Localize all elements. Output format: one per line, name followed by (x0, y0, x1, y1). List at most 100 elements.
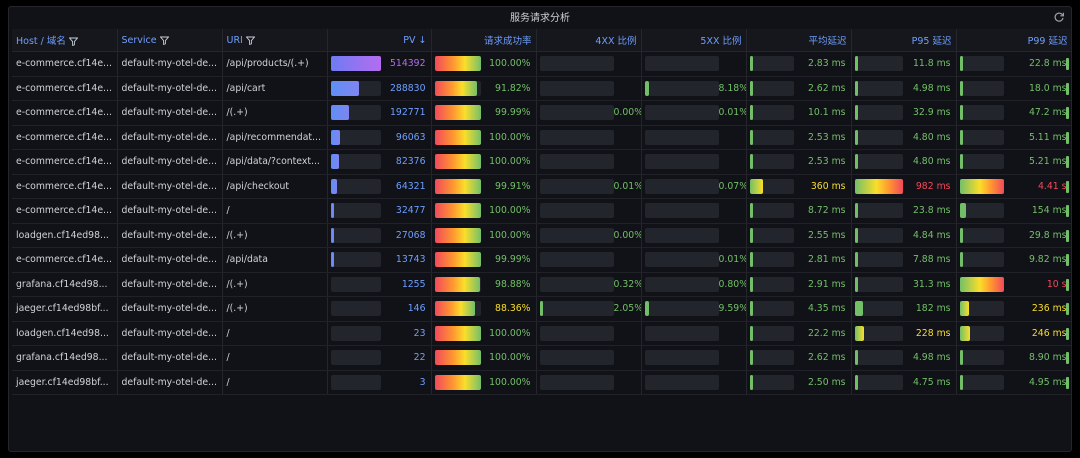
p99-latency-cell-bar-fill (959, 252, 963, 268)
table-row[interactable]: grafana.cf14ed98... default-my-otel-de...… (12, 345, 1071, 371)
host-cell: e-commerce.cf14e... (12, 198, 118, 224)
p99-latency-cell-bar-fill (959, 325, 970, 341)
table-row[interactable]: e-commerce.cf14e... default-my-otel-de...… (12, 76, 1071, 101)
rate-5xx-cell-value: 8.18% (718, 82, 746, 94)
rate-5xx-cell: 9.59% (641, 296, 747, 322)
rate-4xx-cell (536, 76, 642, 101)
table-row[interactable]: loadgen.cf14ed98... default-my-otel-de...… (12, 223, 1071, 248)
success-rate-cell: 100.00% (431, 198, 537, 224)
service-cell: default-my-otel-de... (117, 247, 223, 273)
rate-5xx-cell-bar-fill (644, 301, 649, 317)
p99-latency-cell-bar-fill (959, 276, 1004, 292)
table-row[interactable]: grafana.cf14ed98... default-my-otel-de...… (12, 272, 1071, 297)
column-header-label: 平均延迟 (808, 36, 847, 47)
column-header-success[interactable]: 请求成功率 (431, 29, 537, 52)
column-header-r5xx[interactable]: 5XX 比例 (641, 29, 747, 52)
column-header-avg[interactable]: 平均延迟 (746, 29, 852, 52)
avg-latency-cell-bar-fill (749, 56, 753, 72)
avg-latency-cell-value: 2.83 ms (807, 58, 846, 70)
filter-icon[interactable] (68, 37, 78, 46)
rate-4xx-cell-bar (539, 178, 614, 194)
column-header-uri[interactable]: URI (222, 29, 328, 52)
uri-cell: / (222, 198, 328, 224)
p95-latency-cell-bar-fill (854, 301, 863, 317)
avg-latency-cell-bar (749, 203, 794, 219)
p95-latency-cell-bar (854, 80, 903, 96)
rate-5xx-cell-value: 0.80% (718, 278, 746, 290)
filter-icon[interactable] (245, 36, 255, 45)
pv-cell-value: 514392 (390, 58, 426, 70)
avg-latency-cell: 8.72 ms (746, 198, 852, 224)
p99-latency-cell-bar-fill (959, 178, 1004, 194)
pv-cell-bar (330, 276, 381, 292)
p99-latency-cell: 236 ms (956, 296, 1071, 322)
rate-4xx-cell (536, 247, 642, 273)
column-header-pv[interactable]: PV ↓ (327, 29, 432, 52)
column-header-service[interactable]: Service (117, 29, 223, 52)
table-row[interactable]: e-commerce.cf14e... default-my-otel-de...… (12, 149, 1071, 175)
uri-cell: /(.+) (222, 296, 328, 322)
avg-latency-cell-value: 2.55 ms (807, 229, 846, 241)
success-rate-cell-bar (434, 276, 481, 292)
pv-cell-value: 288830 (390, 82, 426, 94)
pv-cell-bar-fill (330, 252, 334, 268)
rate-5xx-cell-value: 0.07% (718, 180, 746, 192)
table-row[interactable]: e-commerce.cf14e... default-my-otel-de...… (12, 247, 1071, 273)
p95-latency-cell: 4.80 ms (851, 149, 957, 175)
column-header-p99[interactable]: P99 延迟 (956, 29, 1071, 52)
uri-cell: /api/recommendat... (222, 125, 328, 150)
rate-4xx-cell-value: 0.01% (613, 180, 641, 192)
pv-cell-bar-fill (330, 154, 339, 170)
p99-latency-cell-bar (959, 154, 1004, 170)
column-header-p95[interactable]: P95 延迟 (851, 29, 957, 52)
rate-5xx-cell-bar (644, 301, 719, 317)
p99-latency-cell-edge-marker (1065, 180, 1069, 193)
table-row[interactable]: jaeger.cf14ed98bf... default-my-otel-de..… (12, 296, 1071, 322)
p99-latency-cell-edge-marker (1065, 376, 1069, 389)
service-request-panel: 服务请求分析 Host / 域名 Service URI PV ↓ 请求成功率 4XX 比… (8, 6, 1072, 452)
column-header-host[interactable]: Host / 域名 (12, 29, 118, 52)
table-row[interactable]: loadgen.cf14ed98... default-my-otel-de...… (12, 321, 1071, 346)
filter-icon[interactable] (159, 36, 169, 45)
table-row[interactable]: jaeger.cf14ed98bf... default-my-otel-de..… (12, 370, 1071, 395)
p99-latency-cell-value: 18.0 ms (1028, 82, 1067, 94)
p95-latency-cell-value: 4.84 ms (912, 229, 951, 241)
p95-latency-cell: 31.3 ms (851, 272, 957, 297)
p99-latency-cell: 47.2 ms (956, 100, 1071, 126)
table-row[interactable]: e-commerce.cf14e... default-my-otel-de...… (12, 100, 1071, 126)
success-rate-cell: 100.00% (431, 125, 537, 150)
p99-latency-cell-bar-fill (959, 301, 970, 317)
success-rate-cell-bar-fill (434, 105, 481, 121)
host-cell: grafana.cf14ed98... (12, 272, 118, 297)
success-rate-cell: 99.99% (431, 247, 537, 273)
success-rate-cell-bar-fill (434, 276, 481, 292)
column-header-r4xx[interactable]: 4XX 比例 (536, 29, 642, 52)
service-cell: default-my-otel-de... (117, 272, 223, 297)
p95-latency-cell-bar-fill (854, 374, 858, 390)
p99-latency-cell: 154 ms (956, 198, 1071, 224)
panel-title[interactable]: 服务请求分析 (510, 13, 570, 24)
p99-latency-cell: 4.95 ms (956, 370, 1071, 395)
success-rate-cell-value: 100.00% (489, 58, 531, 70)
pv-cell-bar (330, 301, 381, 317)
rate-4xx-cell-bar (539, 227, 614, 243)
refresh-icon[interactable] (1053, 11, 1065, 23)
uri-cell: / (222, 321, 328, 346)
avg-latency-cell-bar (749, 350, 794, 366)
p95-latency-cell-bar-fill (854, 129, 858, 145)
rate-4xx-cell (536, 370, 642, 395)
avg-latency-cell-bar (749, 178, 794, 194)
table-row[interactable]: e-commerce.cf14e... default-my-otel-de...… (12, 51, 1071, 77)
success-rate-cell: 88.36% (431, 296, 537, 322)
table-row[interactable]: e-commerce.cf14e... default-my-otel-de...… (12, 174, 1071, 199)
table-row[interactable]: e-commerce.cf14e... default-my-otel-de...… (12, 125, 1071, 150)
table-row[interactable]: e-commerce.cf14e... default-my-otel-de...… (12, 198, 1071, 224)
avg-latency-cell: 2.53 ms (746, 125, 852, 150)
pv-cell-value: 13743 (395, 254, 426, 266)
rate-4xx-cell-bar (539, 80, 614, 96)
p99-latency-cell-edge-marker (1065, 327, 1069, 340)
avg-latency-cell-value: 2.53 ms (807, 156, 846, 168)
p99-latency-cell-bar (959, 252, 1004, 268)
column-header-label: P99 延迟 (1027, 36, 1068, 47)
pv-cell-bar-fill (330, 203, 334, 219)
